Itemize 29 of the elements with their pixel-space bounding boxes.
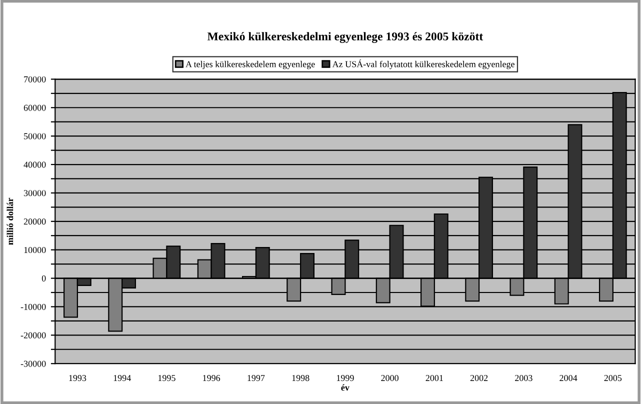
x-tick-label: 2000 bbox=[381, 374, 398, 382]
legend-label: Az USÁ-val folytatott külkereskedelem egyenlege bbox=[332, 59, 514, 70]
y-axis-title: millió dollár bbox=[6, 198, 14, 245]
x-tick-label: 2004 bbox=[560, 374, 578, 382]
x-tick-label: 1999 bbox=[336, 374, 354, 382]
x-tick-label: 1996 bbox=[203, 374, 220, 382]
y-tick-label: 60000 bbox=[24, 104, 46, 111]
x-tick-label: 2001 bbox=[426, 374, 443, 382]
x-tick-label: 1994 bbox=[114, 374, 131, 382]
y-tick-label: 30000 bbox=[24, 190, 46, 196]
y-tick-label: -30000 bbox=[20, 360, 46, 367]
y-tick-label: 40000 bbox=[24, 162, 46, 168]
x-tick-label: 2002 bbox=[470, 374, 488, 382]
chart-title: Mexikó külkereskedelmi egyenlege 1993 és 2005 között bbox=[207, 32, 484, 43]
x-tick-label: 1995 bbox=[158, 374, 176, 382]
y-tick-label: 10000 bbox=[24, 246, 46, 254]
x-tick-label: 2005 bbox=[604, 374, 622, 382]
x-tick-label: 1998 bbox=[292, 374, 310, 382]
y-tick-label: 70000 bbox=[24, 76, 46, 82]
x-tick-label: 2003 bbox=[515, 374, 532, 382]
y-tick-label: -10000 bbox=[20, 304, 46, 310]
x-tick-label: 1993 bbox=[69, 374, 86, 382]
x-axis-title: év bbox=[341, 384, 350, 391]
y-tick-label: 20000 bbox=[24, 218, 46, 225]
y-tick-label: -20000 bbox=[20, 332, 46, 338]
y-tick-label: 50000 bbox=[24, 133, 46, 140]
y-tick-label: 0 bbox=[42, 275, 46, 282]
legend-label: A teljes külkereskedelem egyenlege bbox=[186, 60, 315, 70]
x-tick-label: 1997 bbox=[248, 374, 265, 382]
